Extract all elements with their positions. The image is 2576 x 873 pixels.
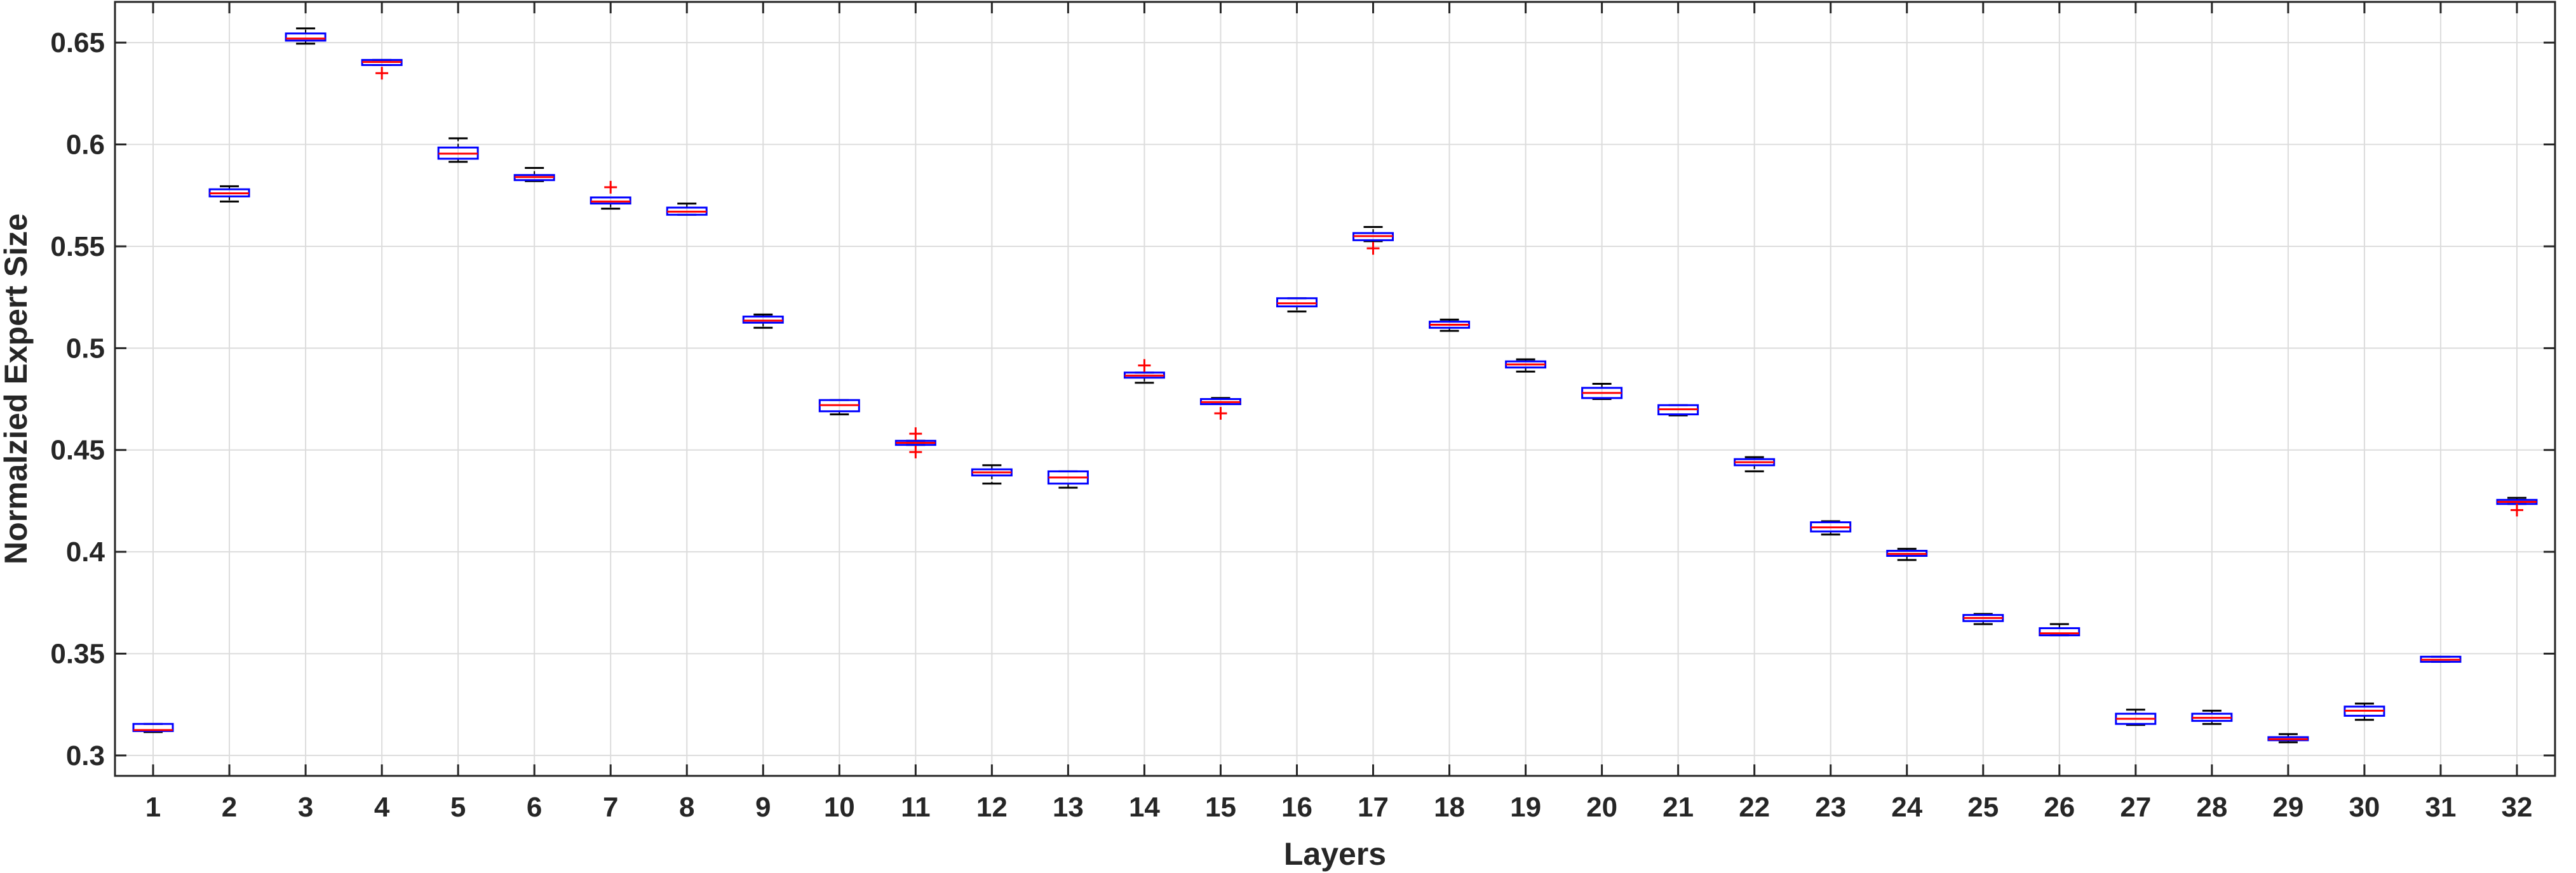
outlier-marker bbox=[375, 67, 389, 80]
x-tick-label: 17 bbox=[1358, 792, 1389, 823]
x-tick-label: 7 bbox=[603, 792, 618, 823]
box-layer-20 bbox=[1581, 382, 1623, 401]
box-layer-12 bbox=[971, 464, 1013, 485]
x-tick-label: 22 bbox=[1739, 792, 1770, 823]
box-iqr bbox=[132, 723, 174, 732]
x-tick-label: 25 bbox=[1967, 792, 1999, 823]
x-tick-label: 4 bbox=[374, 792, 390, 823]
outlier-marker bbox=[909, 427, 922, 441]
y-tick-label: 0.35 bbox=[50, 639, 105, 670]
x-tick-label: 9 bbox=[755, 792, 771, 823]
x-tick-label: 31 bbox=[2425, 792, 2456, 823]
y-tick-label: 0.4 bbox=[66, 536, 105, 568]
y-tick-label: 0.65 bbox=[50, 27, 105, 58]
box-layer-32 bbox=[2496, 496, 2538, 517]
x-tick-label: 6 bbox=[527, 792, 542, 823]
box-plot-series bbox=[132, 27, 2538, 743]
x-axis-title: Layers bbox=[1284, 836, 1386, 872]
x-tick-label: 10 bbox=[824, 792, 855, 823]
box-iqr bbox=[2039, 627, 2080, 637]
x-tick-label: 2 bbox=[222, 792, 237, 823]
x-tick-label: 14 bbox=[1129, 792, 1160, 823]
x-tick-label: 3 bbox=[298, 792, 313, 823]
y-tick-label: 0.55 bbox=[50, 231, 105, 262]
x-tick-label: 32 bbox=[2502, 792, 2533, 823]
x-tick-label: 12 bbox=[976, 792, 1008, 823]
box-layer-13 bbox=[1047, 470, 1089, 489]
x-tick-label: 23 bbox=[1815, 792, 1846, 823]
box-layer-6 bbox=[513, 166, 555, 182]
outlier-marker bbox=[2510, 503, 2523, 517]
x-tick-label: 13 bbox=[1053, 792, 1084, 823]
plot-frame bbox=[114, 1, 2556, 777]
box-layer-19 bbox=[1505, 358, 1547, 373]
outlier-marker bbox=[604, 180, 617, 194]
x-tick-label: 8 bbox=[679, 792, 694, 823]
y-tick-label: 0.6 bbox=[66, 130, 105, 161]
x-tick-label: 5 bbox=[450, 792, 466, 823]
box-layer-28 bbox=[2191, 709, 2233, 725]
box-layer-31 bbox=[2420, 655, 2462, 663]
box-layer-8 bbox=[666, 203, 708, 216]
x-tick-label: 20 bbox=[1586, 792, 1617, 823]
box-layer-4 bbox=[361, 58, 403, 80]
box-layer-29 bbox=[2267, 733, 2309, 743]
y-axis-title: Normalzied Expert Size bbox=[0, 213, 34, 564]
box-iqr bbox=[1276, 297, 1318, 308]
box-layer-15 bbox=[1199, 397, 1241, 420]
x-tick-label: 11 bbox=[901, 792, 931, 823]
box-iqr bbox=[742, 316, 784, 324]
x-tick-label: 24 bbox=[1891, 792, 1922, 823]
x-tick-label: 18 bbox=[1434, 792, 1465, 823]
x-tick-label: 29 bbox=[2272, 792, 2303, 823]
box-layer-26 bbox=[2039, 623, 2080, 637]
x-tick-label: 21 bbox=[1662, 792, 1694, 823]
box-layer-1 bbox=[132, 723, 174, 733]
y-tick-label: 0.5 bbox=[66, 333, 105, 364]
box-layer-14 bbox=[1123, 359, 1165, 384]
y-tick-label: 0.45 bbox=[50, 435, 105, 466]
outlier-marker bbox=[909, 445, 922, 458]
box-layer-16 bbox=[1276, 297, 1318, 313]
box-layer-24 bbox=[1886, 547, 1928, 561]
x-tick-label: 19 bbox=[1510, 792, 1541, 823]
box-layer-3 bbox=[285, 27, 327, 45]
outlier-marker bbox=[1366, 242, 1380, 255]
box-layer-2 bbox=[208, 185, 250, 203]
y-tick-label: 0.3 bbox=[66, 740, 105, 771]
box-layer-17 bbox=[1352, 225, 1394, 255]
outlier-marker bbox=[1138, 359, 1151, 372]
x-tick-label: 15 bbox=[1205, 792, 1236, 823]
box-layer-25 bbox=[1962, 613, 2004, 625]
grid-lines bbox=[115, 2, 2555, 776]
x-tick-label: 26 bbox=[2044, 792, 2075, 823]
box-iqr bbox=[285, 32, 327, 42]
outlier-marker bbox=[1214, 406, 1227, 420]
box-iqr bbox=[590, 196, 631, 205]
x-tick-label: 30 bbox=[2349, 792, 2380, 823]
box-layer-18 bbox=[1429, 318, 1471, 332]
x-tick-label: 27 bbox=[2120, 792, 2151, 823]
box-layer-10 bbox=[818, 399, 860, 416]
x-tick-label: 16 bbox=[1281, 792, 1312, 823]
box-layer-22 bbox=[1734, 456, 1776, 472]
x-tick-label: 1 bbox=[145, 792, 161, 823]
box-layer-9 bbox=[742, 313, 784, 329]
x-tick-label: 28 bbox=[2196, 792, 2227, 823]
axis-ticks: 0.30.350.40.450.50.550.60.651 2 3 4 5 6 7 8 9 10 1… bbox=[50, 2, 2555, 823]
box-layer-23 bbox=[1810, 520, 1852, 536]
box-layer-30 bbox=[2343, 702, 2385, 721]
box-layer-27 bbox=[2115, 709, 2157, 726]
box-layer-21 bbox=[1657, 404, 1699, 417]
box-layer-5 bbox=[437, 137, 479, 163]
box-layer-11 bbox=[894, 427, 936, 458]
box-layer-7 bbox=[590, 180, 631, 210]
